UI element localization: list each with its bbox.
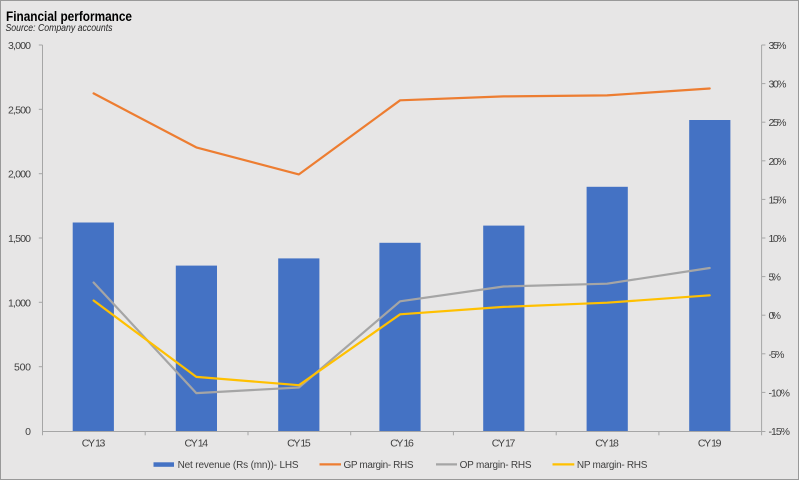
svg-text:CY 16: CY 16 bbox=[390, 437, 414, 449]
svg-text:CY 13: CY 13 bbox=[82, 437, 106, 449]
svg-text:CY 14: CY 14 bbox=[185, 437, 209, 449]
svg-text:Source: Company accounts: Source: Company accounts bbox=[6, 23, 113, 34]
svg-text:2,000: 2,000 bbox=[8, 169, 31, 181]
svg-text:-5%: -5% bbox=[769, 349, 785, 361]
svg-text:10%: 10% bbox=[769, 233, 787, 245]
svg-text:OP margin- RHS: OP margin- RHS bbox=[460, 460, 532, 471]
svg-text:3,000: 3,000 bbox=[8, 40, 31, 52]
svg-text:1,500: 1,500 bbox=[8, 233, 31, 245]
svg-text:5%: 5% bbox=[769, 272, 782, 284]
svg-text:CY 17: CY 17 bbox=[492, 437, 516, 449]
svg-text:20%: 20% bbox=[769, 156, 787, 168]
svg-text:30%: 30% bbox=[769, 79, 787, 91]
svg-text:15%: 15% bbox=[769, 194, 787, 206]
svg-text:CY 19: CY 19 bbox=[698, 437, 722, 449]
svg-text:CY 15: CY 15 bbox=[287, 437, 311, 449]
svg-text:Financial performance: Financial performance bbox=[6, 8, 132, 24]
svg-text:NP margin- RHS: NP margin- RHS bbox=[577, 460, 648, 471]
svg-text:CY 18: CY 18 bbox=[595, 437, 619, 449]
svg-text:-15%: -15% bbox=[769, 426, 791, 438]
svg-text:35%: 35% bbox=[769, 40, 787, 52]
svg-text:1,000: 1,000 bbox=[8, 297, 31, 309]
svg-text:-10%: -10% bbox=[769, 387, 791, 399]
svg-text:0%: 0% bbox=[769, 310, 782, 322]
svg-text:2,500: 2,500 bbox=[8, 104, 31, 116]
svg-text:GP margin- RHS: GP margin- RHS bbox=[344, 460, 414, 471]
svg-text:25%: 25% bbox=[769, 117, 787, 129]
svg-text:0: 0 bbox=[25, 426, 31, 438]
svg-text:500: 500 bbox=[14, 362, 31, 374]
svg-text:Net revenue (Rs (mn))- LHS: Net revenue (Rs (mn))- LHS bbox=[178, 460, 299, 471]
